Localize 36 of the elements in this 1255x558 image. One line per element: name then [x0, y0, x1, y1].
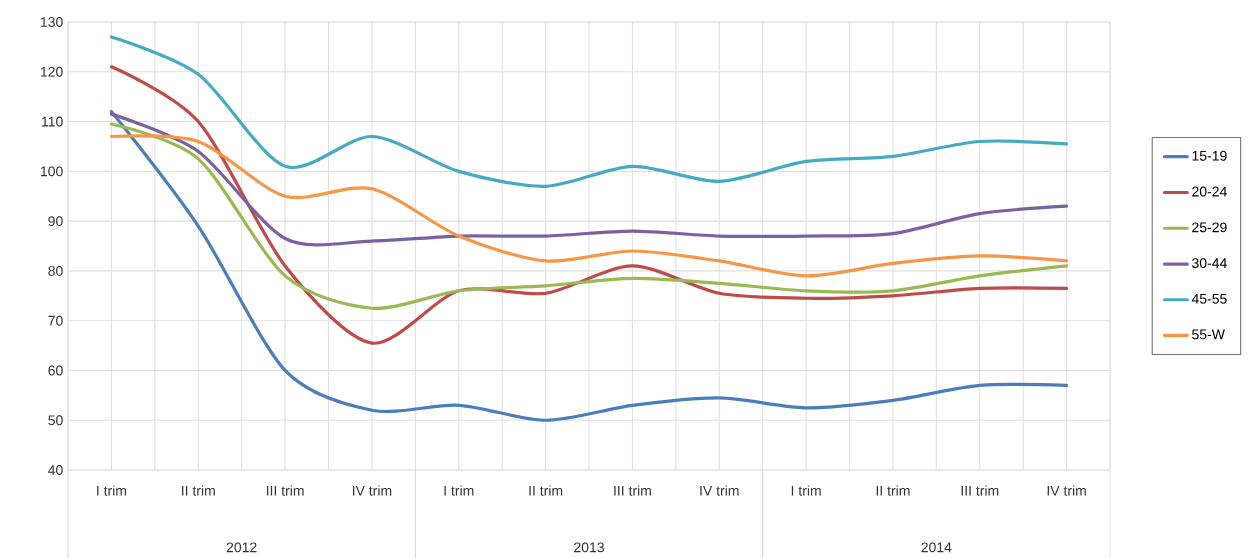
x-tick-label: IV trim: [1047, 485, 1086, 496]
y-tick-label: 130: [41, 17, 63, 27]
y-tick-label: 70: [48, 315, 63, 326]
x-tick-label: III trim: [614, 485, 651, 496]
y-tick-label: 110: [42, 116, 63, 127]
y-tick-label: 60: [48, 365, 63, 376]
x-tick-label: III trim: [266, 485, 304, 496]
line-series: [109, 35, 1069, 188]
legend-label: 15-19: [1192, 150, 1227, 161]
x-tick-label: II trim: [876, 485, 910, 496]
x-tick-label: II trim: [529, 485, 563, 496]
x-tick-label: I trim: [444, 485, 474, 496]
legend-label: 25-29: [1192, 222, 1227, 233]
x-tick-label: III trim: [961, 485, 999, 496]
y-tick-label: 90: [48, 216, 63, 227]
legend-label: 20-24: [1192, 186, 1227, 197]
legend-label: 45-55: [1191, 293, 1227, 304]
text: 2012: [226, 542, 257, 553]
line-series: [109, 122, 1069, 310]
line-series: [109, 110, 1069, 422]
x-tick-label: IV trim: [353, 485, 392, 496]
x-tick-label: I trim: [791, 485, 821, 496]
text: 2014: [921, 542, 952, 553]
y-tick-label: 80: [48, 265, 63, 276]
x-tick-label: IV trim: [700, 485, 739, 496]
y-tick-label: 100: [41, 166, 63, 177]
y-tick-label: 50: [48, 415, 63, 426]
legend-label: 30-44: [1192, 258, 1227, 269]
legend-label: 55-W: [1192, 329, 1225, 340]
y-tick-label: 40: [48, 465, 63, 475]
y-tick-label: 120: [41, 66, 63, 77]
text: 2013: [574, 542, 604, 553]
line-series: [109, 65, 1069, 345]
x-tick-label: II trim: [182, 485, 215, 496]
line-series: [109, 134, 1069, 278]
x-tick-label: I trim: [97, 485, 127, 496]
